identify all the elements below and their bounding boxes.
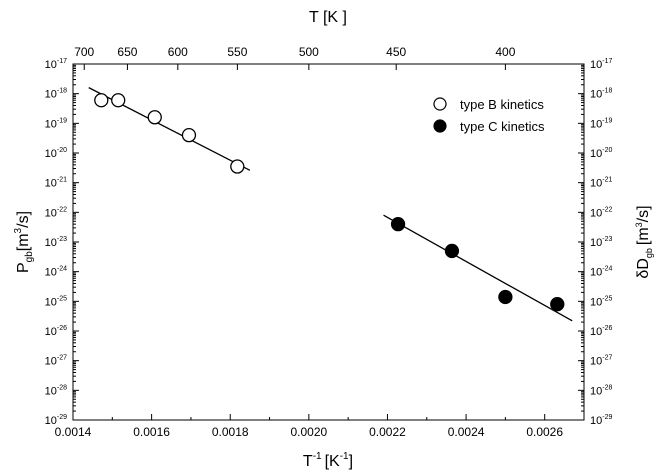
left-tick-label: 10-28 — [45, 384, 67, 397]
left-axis-title: Pgb[m3/s] — [13, 211, 35, 273]
right-axis-label-sub: gb — [644, 248, 654, 258]
top-tick-label: 400 — [495, 45, 515, 59]
open-circle-marker — [111, 93, 126, 108]
right-axis-label-main: δD — [635, 258, 652, 278]
right-tick-labels: 10-29 10-28 10-27 10-26 10-25 10-24 10-23 10-22… — [590, 58, 612, 427]
right-tick-label: 10-26 — [590, 325, 612, 338]
right-tick-label: 10-20 — [590, 147, 612, 160]
left-axis-label-unit-close: /s] — [15, 211, 32, 228]
left-tick-label: 10-24 — [45, 266, 67, 279]
axis-ticks — [72, 63, 584, 421]
bottom-axis-label-sup: -1 — [313, 451, 322, 462]
right-tick-label: 10-17 — [590, 58, 612, 71]
data-markers — [94, 93, 565, 312]
bottom-tick-label: 0.0020 — [290, 425, 327, 439]
left-tick-label: 10-17 — [45, 58, 67, 71]
filled-circle-marker — [390, 216, 406, 232]
left-tick-label: 10-25 — [45, 295, 67, 308]
right-tick-label: 10-29 — [590, 414, 612, 427]
bottom-axis-label-unit-open: [K — [325, 453, 340, 470]
right-tick-label: 10-27 — [590, 355, 612, 368]
filled-circle-marker — [444, 243, 460, 259]
filled-circle-marker — [550, 297, 565, 312]
bottom-axis-title: T-1 [K-1] — [303, 451, 353, 470]
right-tick-label: 10-18 — [590, 88, 612, 101]
bottom-tick-label: 0.0024 — [448, 425, 485, 439]
legend-label-type-c: type C kinetics — [460, 119, 545, 134]
left-tick-labels: 10-29 10-28 10-27 10-26 10-25 10-24 10-23 10-22… — [45, 58, 67, 427]
left-axis-label-sub: gb — [24, 251, 35, 263]
left-tick-label: 10-29 — [45, 414, 67, 427]
right-axis-label-unit-open: [m — [635, 227, 652, 245]
bottom-tick-label: 0.0016 — [133, 425, 170, 439]
left-tick-label: 10-18 — [45, 88, 67, 101]
left-tick-label: 10-19 — [45, 117, 67, 130]
top-tick-label: 700 — [74, 45, 94, 59]
right-tick-label: 10-28 — [590, 384, 612, 397]
right-tick-label: 10-21 — [590, 177, 612, 190]
bottom-tick-label: 0.0026 — [526, 425, 563, 439]
left-axis-label-unit-sup: 3 — [13, 227, 24, 233]
left-tick-label: 10-27 — [45, 355, 67, 368]
bottom-tick-label: 0.0018 — [212, 425, 249, 439]
legend-marker-type-c — [433, 119, 447, 133]
top-tick-label: 500 — [299, 45, 319, 59]
right-tick-label: 10-24 — [590, 266, 612, 279]
fit-line-series-2 — [383, 214, 573, 322]
legend-label-type-b: type B kinetics — [460, 97, 544, 112]
right-tick-label: 10-19 — [590, 117, 612, 130]
left-tick-label: 10-20 — [45, 147, 67, 160]
right-axis-label-unit-close: /s] — [635, 205, 652, 222]
bottom-tick-label: 0.0022 — [369, 425, 406, 439]
right-tick-label: 10-25 — [590, 295, 612, 308]
open-circle-marker — [230, 159, 245, 174]
right-tick-label: 10-23 — [590, 236, 612, 249]
open-circle-marker — [147, 110, 162, 125]
right-tick-label: 10-22 — [590, 206, 612, 219]
left-tick-label: 10-21 — [45, 177, 67, 190]
left-axis-label-unit-open: [m — [15, 233, 32, 251]
top-tick-labels: 700 650 600 550 500 450 400 — [74, 45, 516, 59]
bottom-axis-label-unit-close: ] — [349, 453, 353, 470]
top-tick-label: 650 — [117, 45, 137, 59]
left-tick-label: 10-23 — [45, 236, 67, 249]
right-axis-title: δDgb [m3/s] — [634, 205, 654, 278]
left-tick-label: 10-22 — [45, 206, 67, 219]
open-circle-marker — [181, 127, 197, 143]
right-axis-label-unit-sup: 3 — [634, 222, 644, 227]
left-tick-label: 10-26 — [45, 325, 67, 338]
bottom-tick-label: 0.0014 — [55, 425, 92, 439]
bottom-tick-labels: 0.0014 0.0016 0.0018 0.0020 0.0022 0.0024 0.00… — [55, 425, 564, 439]
bottom-axis-label-unit-sup: -1 — [340, 451, 349, 462]
legend: type B kinetics type C kinetics — [433, 97, 545, 134]
bottom-axis-label-base: T — [303, 453, 313, 470]
top-tick-label: 550 — [227, 45, 247, 59]
left-axis-label-main: P — [15, 262, 32, 273]
top-tick-label: 450 — [386, 45, 406, 59]
top-tick-label: 600 — [168, 45, 188, 59]
top-axis-title: T [K ] — [309, 9, 347, 26]
open-circle-marker — [94, 93, 109, 108]
legend-marker-type-b — [433, 97, 447, 111]
filled-circle-marker — [498, 289, 513, 305]
